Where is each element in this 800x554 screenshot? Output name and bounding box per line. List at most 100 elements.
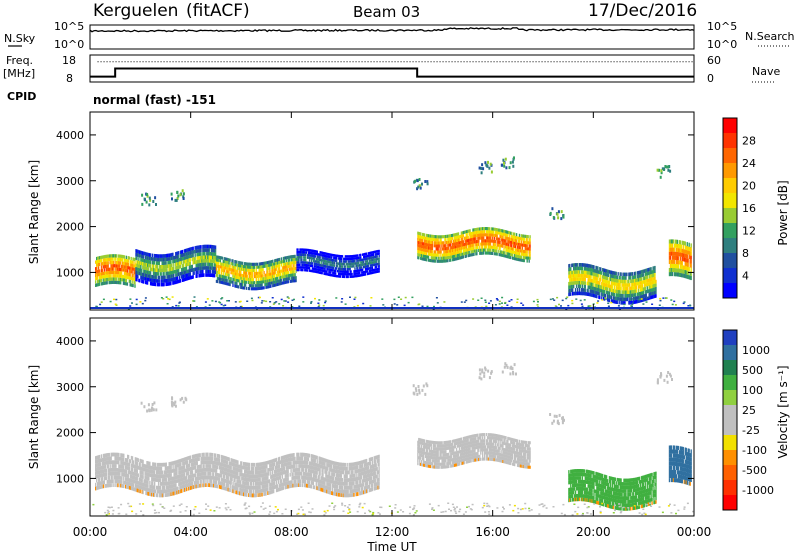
heatmap-cell: [636, 274, 639, 279]
heatmap-cell: [488, 239, 491, 243]
heatmap-cell: [145, 483, 147, 488]
heatmap-cell: [181, 253, 184, 257]
heatmap-cell: [224, 272, 226, 276]
heatmap-cell: [357, 272, 359, 275]
heatmap-cell: [110, 267, 112, 271]
heatmap-cell: [523, 259, 525, 263]
heatmap-cell: [478, 242, 480, 246]
heatmap-cell: [520, 234, 523, 238]
heatmap-cell: [242, 283, 244, 287]
heatmap-cell: [103, 268, 106, 272]
heatmap-cell: [116, 460, 118, 465]
heatmap-cell: [575, 284, 578, 289]
heatmap-cell: [343, 260, 346, 263]
heatmap-cell: [459, 241, 462, 245]
heatmap-cell: [460, 256, 463, 260]
heatmap-cell: [674, 243, 677, 248]
heatmap-cell: [112, 274, 114, 278]
heatmap-cell: [305, 269, 307, 272]
heatmap-cell: [123, 461, 125, 466]
heatmap-cell: [481, 227, 483, 231]
heatmap-cell: [426, 182, 429, 186]
heatmap-cell: [460, 234, 463, 238]
heatmap-cell: [393, 303, 396, 305]
heatmap-cell: [292, 255, 294, 259]
heatmap-cell: [457, 238, 460, 242]
heatmap-cell: [633, 300, 635, 304]
heatmap-cell: [273, 274, 275, 278]
heatmap-cell: [273, 280, 275, 284]
heatmap-cell: [119, 479, 121, 484]
heatmap-cell: [624, 294, 626, 298]
heatmap-cell: [125, 465, 127, 470]
heatmap-cell: [446, 240, 448, 244]
heatmap-cell: [222, 259, 224, 263]
heatmap-cell: [235, 266, 237, 270]
heatmap-cell: [439, 241, 441, 245]
heatmap-cell: [569, 278, 571, 282]
heatmap-cell: [440, 259, 442, 263]
heatmap-cell: [290, 267, 292, 271]
heatmap-cell: [203, 273, 205, 277]
heatmap-cell: [492, 248, 495, 252]
heatmap-cell: [105, 453, 108, 458]
heatmap-cell: [210, 262, 212, 267]
heatmap-cell: [193, 249, 195, 254]
heatmap-cell: [621, 293, 623, 298]
heatmap-cell: [188, 272, 191, 277]
heatmap-cell: [537, 301, 539, 303]
heatmap-cell: [218, 255, 221, 259]
heatmap-cell: [161, 282, 163, 287]
heatmap-cell: [197, 270, 199, 275]
heatmap-cell: [288, 273, 290, 277]
heatmap-cell: [205, 262, 207, 267]
heatmap-cell: [295, 276, 297, 280]
heatmap-cell: [270, 260, 272, 264]
heatmap-cell: [108, 460, 110, 465]
heatmap-cell: [652, 266, 654, 271]
heatmap-cell: [306, 264, 308, 267]
heatmap-cell: [477, 299, 480, 301]
heatmap-cell: [626, 294, 628, 298]
heatmap-cell: [109, 483, 111, 488]
heatmap-cell: [313, 267, 316, 271]
heatmap-cell: [640, 270, 643, 274]
heatmap-cell: [652, 291, 654, 295]
heatmap-cell: [128, 266, 130, 270]
heatmap-cell: [352, 254, 354, 258]
heatmap-cell: [107, 264, 109, 268]
heatmap-cell: [296, 248, 298, 251]
heatmap-cell: [115, 260, 117, 265]
heatmap-cell: [106, 457, 108, 461]
heatmap-cell: [99, 259, 102, 263]
heatmap-cell: [112, 264, 114, 268]
heatmap-cell: [181, 264, 184, 268]
heatmap-cell: [354, 272, 356, 275]
heatmap-cell: [332, 259, 334, 262]
heatmap-cell: [633, 296, 635, 301]
heatmap-cell: [507, 249, 509, 253]
heatmap-cell: [218, 277, 221, 281]
heatmap-cell: [249, 284, 252, 288]
heatmap-cell: [622, 301, 624, 305]
heatmap-cell: [375, 255, 377, 258]
heatmap-cell: [491, 230, 494, 234]
heatmap-cell: [227, 282, 229, 286]
heatmap-cell: [150, 282, 153, 286]
heatmap-cell: [166, 271, 168, 276]
heatmap-cell: [205, 255, 207, 259]
heatmap-cell: [378, 257, 380, 260]
heatmap-cell: [507, 230, 509, 234]
heatmap-cell: [349, 275, 351, 278]
heatmap-cell: [103, 281, 106, 285]
heatmap-cell: [480, 233, 482, 237]
heatmap-cell: [623, 272, 625, 277]
heatmap-cell: [153, 282, 156, 286]
heatmap-cell: [417, 185, 420, 189]
heatmap-cell: [121, 457, 123, 461]
heatmap-cell: [424, 248, 427, 252]
heatmap-cell: [471, 250, 473, 254]
heatmap-cell: [115, 280, 117, 284]
heatmap-cell: [342, 275, 345, 278]
heatmap-cell: [597, 270, 599, 274]
